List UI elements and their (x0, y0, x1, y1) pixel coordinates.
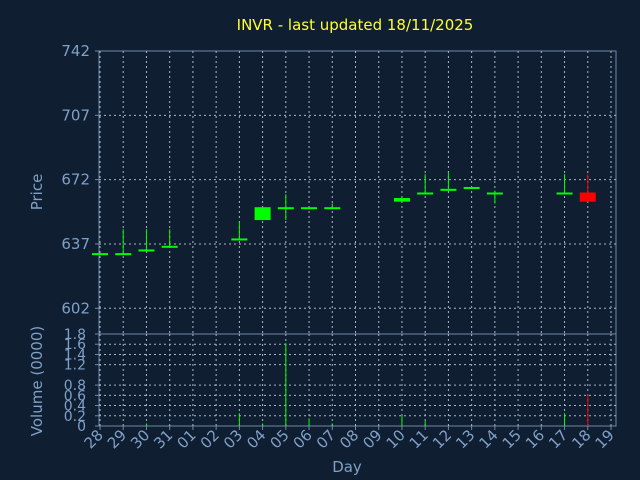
volume-bars (122, 343, 589, 426)
volume-grid (99, 334, 616, 426)
candle-body (277, 207, 294, 210)
candle-body (556, 192, 573, 195)
volume-panel-frame (98, 333, 617, 427)
price-tick-label: 637 (61, 235, 90, 253)
day-axis-label: Day (332, 458, 362, 476)
price-tick-label: 707 (61, 106, 90, 124)
candle-body (393, 198, 410, 202)
candle-body (115, 253, 132, 256)
price-tick-label: 742 (61, 42, 90, 60)
candle-body (440, 188, 457, 191)
volume-tick-label: 1.6 (64, 337, 86, 353)
price-grid (99, 51, 616, 334)
volume-tick-label: 0.2 (64, 409, 86, 425)
candle-body (324, 207, 341, 210)
candle-body (138, 249, 155, 252)
volume-tick-label: 1.2 (64, 358, 86, 374)
candle-body (417, 192, 434, 195)
candle-body (161, 245, 178, 248)
volume-tick-label: 0.4 (64, 399, 86, 415)
volume-tick-labels: 1.81.61.41.2 0.80.60.40.20 (64, 327, 99, 435)
price-candles (92, 172, 596, 256)
candle-body (463, 186, 480, 189)
candle-body (92, 253, 108, 256)
chart-title: INVR - last updated 18/11/2025 (237, 16, 474, 34)
candle-body (486, 192, 503, 195)
candle-body (254, 207, 271, 221)
price-tick-label: 672 (61, 171, 90, 189)
price-tick-labels: 742 707 672 637 602 (61, 42, 99, 317)
volume-tick-label: 1.8 (64, 327, 86, 343)
candle-body (231, 238, 248, 241)
candle-body (579, 192, 596, 202)
volume-tick-label: 1.4 (64, 347, 86, 363)
day-tick-label: 19 (592, 426, 618, 452)
volume-tick-label: 0 (77, 419, 86, 435)
volume-tick-label: 0.8 (64, 378, 86, 394)
volume-tick-label: 0.6 (64, 388, 86, 404)
volume-axis-label: Volume (0000) (28, 326, 46, 436)
price-panel-frame (98, 50, 617, 335)
price-tick-label: 602 (61, 299, 90, 317)
candle-body (301, 207, 318, 210)
day-tick-labels: 2829303101020304050607080910111213141516… (81, 426, 618, 452)
price-axis-label: Price (28, 174, 46, 211)
